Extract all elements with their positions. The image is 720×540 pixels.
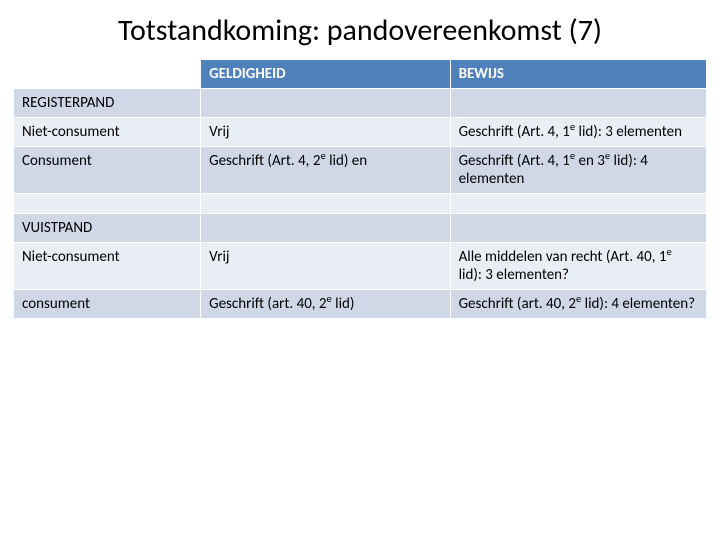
empty-cell	[14, 193, 201, 213]
row-label: consument	[14, 289, 201, 318]
cell-geldigheid: Geschrift (art. 40, 2e lid)	[201, 289, 450, 318]
row-label: Consument	[14, 146, 201, 193]
header-blank	[14, 59, 201, 88]
table-row: Consument Geschrift (Art. 4, 2e lid) en …	[14, 146, 707, 193]
section-heading-registerpand: REGISTERPAND	[14, 88, 201, 117]
col-header-bewijs: BEWIJS	[450, 59, 706, 88]
cell-bewijs: Geschrift (Art. 4, 1e en 3e lid): 4 elem…	[450, 146, 706, 193]
table-row: Niet-consument Vrij Geschrift (Art. 4, 1…	[14, 117, 707, 146]
cell-bewijs: Alle middelen van recht (Art. 40, 1e lid…	[450, 242, 706, 289]
empty-cell	[201, 193, 450, 213]
empty-cell	[450, 213, 706, 242]
empty-cell	[450, 193, 706, 213]
table-row: consument Geschrift (art. 40, 2e lid) Ge…	[14, 289, 707, 318]
empty-cell	[201, 88, 450, 117]
section-heading-row: VUISTPAND	[14, 213, 707, 242]
empty-cell	[201, 213, 450, 242]
spacer-row	[14, 193, 707, 213]
section-heading-vuistpand: VUISTPAND	[14, 213, 201, 242]
row-label: Niet-consument	[14, 242, 201, 289]
row-label: Niet-consument	[14, 117, 201, 146]
cell-geldigheid: Geschrift (Art. 4, 2e lid) en	[201, 146, 450, 193]
cell-bewijs: Geschrift (art. 40, 2e lid): 4 elementen…	[450, 289, 706, 318]
header-row: GELDIGHEID BEWIJS	[14, 59, 707, 88]
cell-geldigheid: Vrij	[201, 242, 450, 289]
section-heading-row: REGISTERPAND	[14, 88, 707, 117]
pledge-table: GELDIGHEID BEWIJS REGISTERPAND Niet-cons…	[13, 59, 707, 319]
cell-geldigheid: Vrij	[201, 117, 450, 146]
table-row: Niet-consument Vrij Alle middelen van re…	[14, 242, 707, 289]
cell-bewijs: Geschrift (Art. 4, 1e lid): 3 elementen	[450, 117, 706, 146]
col-header-geldigheid: GELDIGHEID	[201, 59, 450, 88]
empty-cell	[450, 88, 706, 117]
slide-title: Totstandkoming: pandovereenkomst (7)	[0, 0, 720, 55]
